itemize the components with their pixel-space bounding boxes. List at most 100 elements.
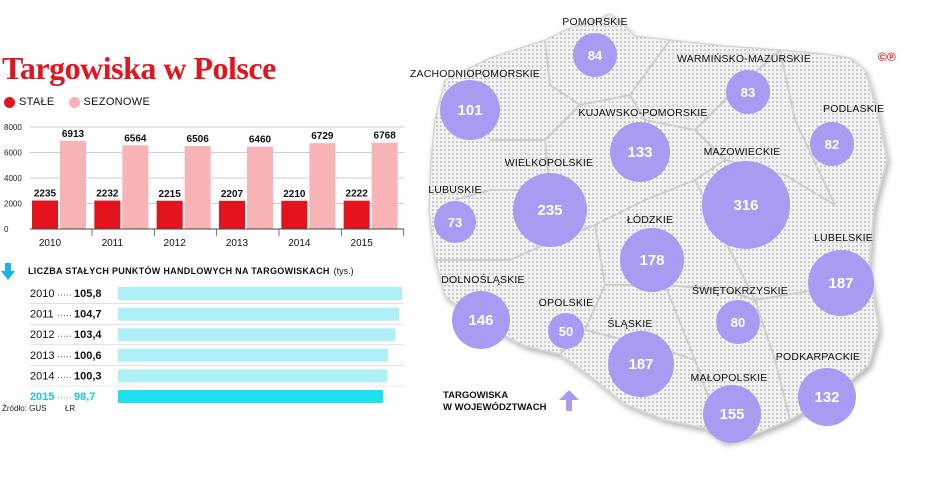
data-label-sezonowe: 6460	[249, 135, 272, 146]
hbar-year-label: 2015	[30, 391, 54, 403]
hbar-title: LICZBA STAŁYCH PUNKTÓW HANDLOWYCH NA TAR…	[28, 265, 354, 276]
region-label: ŚWIĘTOKRZYSKIE	[692, 284, 788, 297]
bar-stale	[343, 200, 370, 229]
hbar-bar	[118, 307, 400, 321]
data-label-sezonowe: 6768	[374, 131, 397, 142]
region-bubble	[513, 173, 587, 247]
region-value: 187	[828, 275, 853, 292]
region-label: LUBUSKIE	[428, 184, 482, 196]
region-label: KUJAWSKO-POMORSKIE	[578, 107, 707, 119]
region-value: 101	[457, 102, 482, 119]
hbar-year-label: 2010	[30, 288, 54, 300]
x-tick-label: 2010	[39, 238, 62, 249]
data-label-sezonowe: 6729	[311, 131, 334, 142]
region-bubble	[703, 385, 761, 443]
y-tick-label: 8000	[4, 123, 22, 132]
region-bubble	[620, 228, 684, 292]
bar-stale	[32, 200, 58, 229]
region-bubble	[808, 250, 874, 316]
region-bubble	[608, 331, 674, 397]
region-label: MAŁOPOLSKIE	[691, 372, 768, 384]
horizontal-bar-chart: LICZBA STAŁYCH PUNKTÓW HANDLOWYCH NA TAR…	[1, 263, 404, 403]
bar-sezonowe	[184, 146, 211, 229]
hbar-unit: (tys.)	[334, 266, 354, 276]
data-label-sezonowe: 6506	[187, 134, 210, 145]
region-border	[779, 49, 836, 206]
data-label-stale: 2235	[34, 189, 57, 200]
region-label: PODLASKIE	[823, 103, 884, 115]
y-tick-label: 2000	[4, 200, 22, 209]
region-value: 187	[628, 356, 653, 373]
legend: STAŁE SEZONOWE	[4, 96, 164, 108]
source-text: Źródło: GUS	[2, 404, 47, 413]
y-tick-label: 0	[4, 225, 9, 234]
bar-sezonowe	[309, 143, 336, 229]
map-title: TARGOWISKA W WOJEWÓDZTWACH	[443, 390, 547, 413]
bar-sezonowe	[247, 146, 273, 229]
region-border	[754, 299, 791, 421]
region-label: ŚLĄSKIE	[607, 317, 652, 330]
publisher-logo: ©℗	[878, 50, 896, 64]
region-value: 155	[719, 406, 744, 423]
region-label: ZACHODNIOPOMORSKIE	[410, 68, 540, 80]
legend-swatch-sezonowe	[68, 96, 80, 108]
data-label-stale: 2207	[221, 189, 244, 200]
bar-sezonowe	[122, 145, 149, 229]
map-title-line1: TARGOWISKA	[443, 390, 508, 401]
hbar-year-label: 2012	[30, 329, 54, 341]
data-label-sezonowe: 6564	[124, 133, 147, 144]
region-label: DOLNOŚLĄSKIE	[441, 273, 525, 286]
region-bubble	[716, 300, 760, 344]
hbar-year-label: 2011	[30, 309, 54, 321]
up-arrow-icon	[559, 390, 579, 411]
author-initials: ŁR	[64, 404, 76, 413]
region-bubble	[702, 161, 790, 249]
region-bubble	[810, 122, 854, 166]
region-label: OPOLSKIE	[539, 297, 594, 309]
data-label-stale: 2222	[346, 189, 369, 200]
region-value: 178	[639, 252, 664, 269]
region-bubble	[434, 201, 476, 243]
legend-label-stale: STAŁE	[19, 96, 55, 108]
region-label: LUBELSKIE	[814, 232, 873, 244]
hbar-year-label: 2013	[30, 350, 54, 362]
bar-stale	[281, 200, 308, 229]
region-bubble	[798, 368, 856, 426]
region-bubble	[548, 313, 584, 349]
region-value: 133	[627, 144, 652, 161]
page-title: Targowiska w Polsce	[2, 50, 276, 86]
data-label-stale: 2215	[159, 189, 182, 200]
region-bubble	[452, 291, 510, 349]
bar-sezonowe	[371, 142, 398, 229]
region-value: 80	[731, 315, 745, 330]
region-bubble	[573, 33, 617, 77]
hbar-bar	[118, 328, 396, 342]
hbar-value-label: 104,7	[74, 309, 102, 321]
x-tick-label: 2015	[351, 238, 374, 249]
hbar-value-label: 100,3	[74, 370, 102, 382]
hbar-value-label: 105,8	[74, 288, 102, 300]
region-border	[554, 159, 726, 241]
hbar-value-label: 103,4	[74, 329, 102, 341]
hbar-year-label: 2014	[30, 370, 54, 382]
hbar-bar	[118, 390, 383, 403]
x-tick-label: 2013	[226, 238, 249, 249]
region-border	[544, 39, 581, 106]
bar-stale	[219, 200, 245, 229]
hbar-bar	[118, 348, 389, 362]
legend-label-sezonowe: SEZONOWE	[83, 96, 151, 108]
source-line: Źródło: GUS ŁR	[2, 404, 75, 413]
region-value: 235	[537, 202, 562, 219]
hbar-bar	[118, 287, 402, 300]
data-label-stale: 2232	[96, 189, 119, 200]
data-label-sezonowe: 6913	[62, 129, 85, 140]
hbar-title-text: LICZBA STAŁYCH PUNKTÓW HANDLOWYCH NA TAR…	[28, 265, 330, 276]
bar-sezonowe	[60, 140, 86, 229]
region-bubble	[440, 80, 500, 140]
hbar-value-label: 98,7	[74, 391, 95, 403]
region-label: ŁÓDZKIE	[627, 213, 673, 226]
bar-stale	[94, 200, 121, 229]
region-label: PODKARPACKIE	[776, 351, 860, 363]
x-tick-label: 2011	[102, 238, 124, 249]
x-tick-label: 2012	[164, 238, 187, 249]
